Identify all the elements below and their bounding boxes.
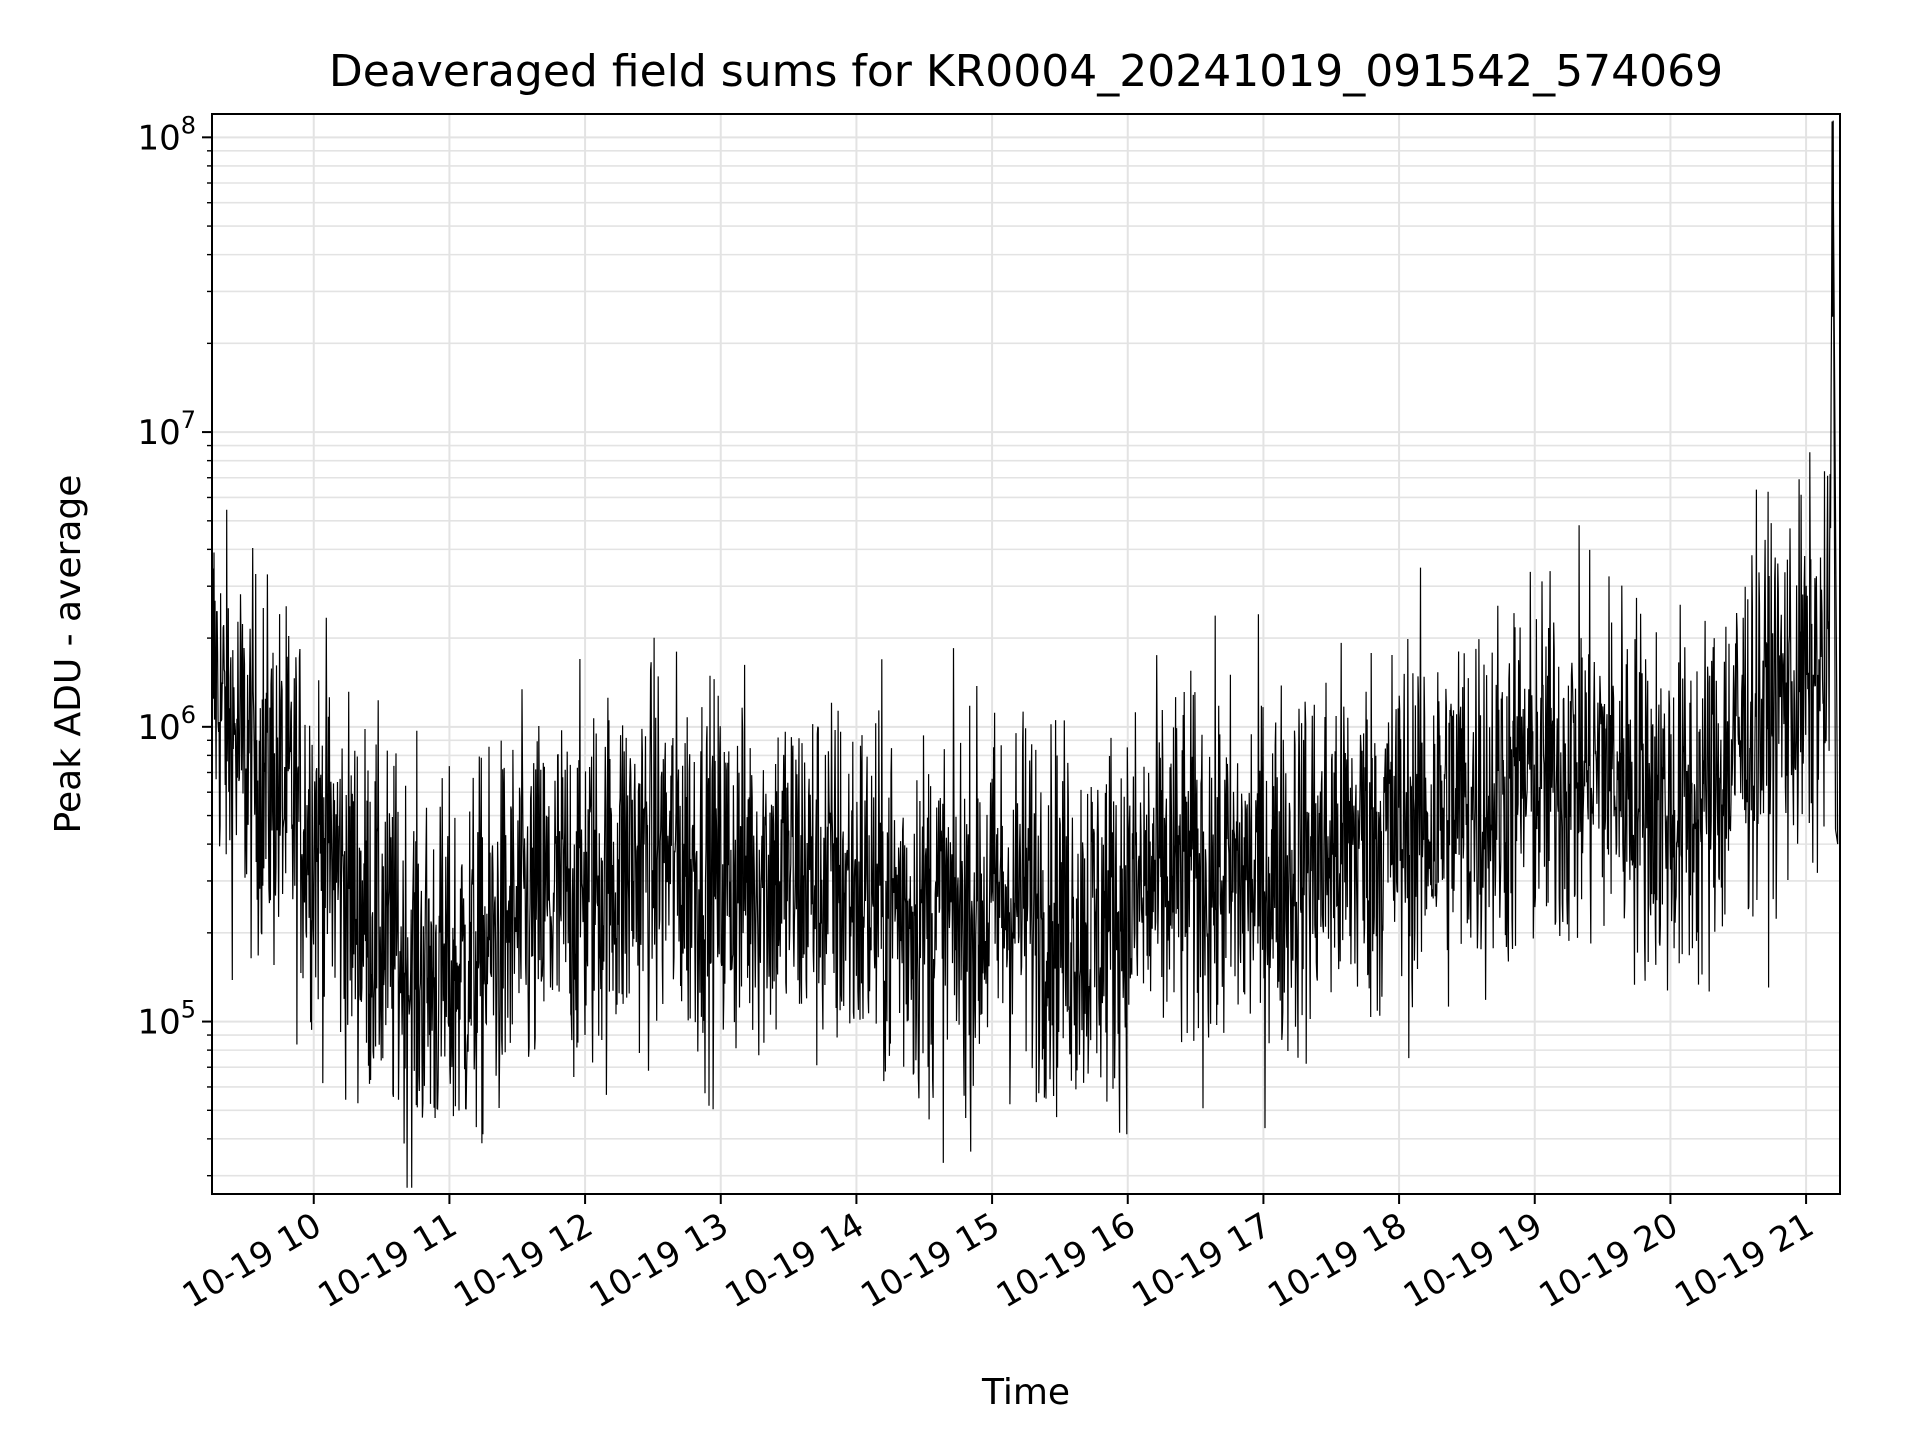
plot-frame [211, 113, 1841, 1195]
plot-area [211, 120, 1839, 1188]
y-axis-label: Peak ADU - average [48, 475, 89, 834]
series-line [211, 120, 1839, 1188]
x-axis-label: Time [981, 1372, 1070, 1413]
chart-title: Deaveraged field sums for KR0004_2024101… [329, 46, 1723, 97]
